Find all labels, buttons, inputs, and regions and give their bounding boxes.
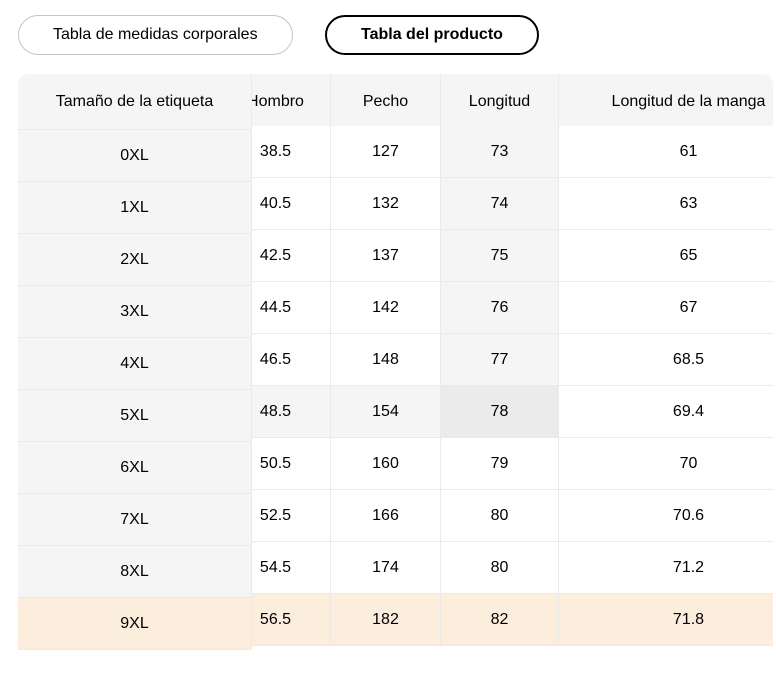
size-label[interactable]: 5XL [18, 390, 252, 442]
size-table-scroll-columns: Hombro Pecho Longitud Longitud de la manga 3… [220, 74, 773, 646]
table-cell[interactable]: 79 [440, 438, 558, 490]
table-cell[interactable]: 71.8 [558, 594, 773, 646]
table-cell[interactable]: 127 [330, 126, 440, 178]
size-label[interactable]: 3XL [18, 286, 252, 338]
table-cell[interactable]: 70.6 [558, 490, 773, 542]
tab-product-measurements[interactable]: Tabla del producto [325, 15, 539, 55]
table-cell[interactable]: 68.5 [558, 334, 773, 386]
table-cell[interactable]: 69.4 [558, 386, 773, 438]
table-cell[interactable]: 76 [440, 282, 558, 334]
table-cell[interactable]: 154 [330, 386, 440, 438]
table-cell[interactable]: 67 [558, 282, 773, 334]
table-cell[interactable]: 160 [330, 438, 440, 490]
table-cell[interactable]: 142 [330, 282, 440, 334]
size-label[interactable]: 2XL [18, 234, 252, 286]
size-label[interactable]: 4XL [18, 338, 252, 390]
table-cell[interactable]: 80 [440, 542, 558, 594]
table-cell[interactable]: 148 [330, 334, 440, 386]
table-cell[interactable]: 61 [558, 126, 773, 178]
tab-body-measurements[interactable]: Tabla de medidas corporales [18, 15, 293, 55]
table-cell[interactable]: 132 [330, 178, 440, 230]
size-table-sticky-column: Tamaño de la etiqueta 0XL 1XL 2XL 3XL 4XL 5XL 6… [18, 74, 252, 650]
table-cell[interactable]: 80 [440, 490, 558, 542]
table-cell[interactable]: 70 [558, 438, 773, 490]
table-cell[interactable]: 74 [440, 178, 558, 230]
size-label[interactable]: 6XL [18, 442, 252, 494]
table-cell[interactable]: 65 [558, 230, 773, 282]
column-header-pecho: Pecho [330, 74, 440, 130]
size-label[interactable]: 8XL [18, 546, 252, 598]
table-cell[interactable]: 182 [330, 594, 440, 646]
table-cell[interactable]: 137 [330, 230, 440, 282]
table-cell[interactable]: 77 [440, 334, 558, 386]
table-cell[interactable]: 78 [440, 386, 558, 438]
table-cell[interactable]: 166 [330, 490, 440, 542]
column-header-longitud-de-la-manga: Longitud de la manga [558, 74, 773, 130]
table-cell[interactable]: 63 [558, 178, 773, 230]
size-label[interactable]: 0XL [18, 130, 252, 182]
size-label[interactable]: 9XL [18, 598, 252, 650]
column-header-longitud: Longitud [440, 74, 558, 130]
size-label[interactable]: 1XL [18, 182, 252, 234]
table-cell[interactable]: 174 [330, 542, 440, 594]
size-label[interactable]: 7XL [18, 494, 252, 546]
table-cell[interactable]: 73 [440, 126, 558, 178]
table-cell[interactable]: 71.2 [558, 542, 773, 594]
size-table: Hombro Pecho Longitud Longitud de la manga 3… [18, 74, 773, 650]
column-header-size-label: Tamaño de la etiqueta [18, 74, 252, 130]
table-cell[interactable]: 75 [440, 230, 558, 282]
table-cell[interactable]: 82 [440, 594, 558, 646]
